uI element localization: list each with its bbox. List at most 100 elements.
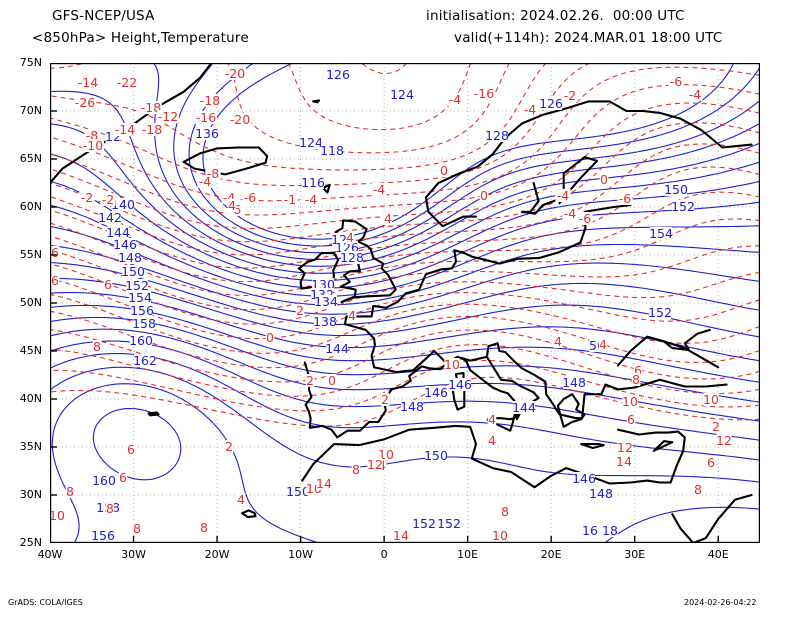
lat-tick-label: 55N xyxy=(19,248,42,261)
temperature-contour-label: 8 xyxy=(501,504,509,519)
temperature-contour-label: -4 xyxy=(373,182,386,197)
lat-tick-label: 75N xyxy=(19,56,42,69)
temperature-contour-label: 4 xyxy=(346,230,354,245)
initialisation-time-label: initialisation: 2024.02.26. 00:00 UTC xyxy=(426,8,685,24)
lat-tick-label: 50N xyxy=(19,296,42,309)
temperature-contour-label: -1 xyxy=(284,192,296,207)
height-contour-label: 146 xyxy=(448,377,472,392)
height-contour-label: 118 xyxy=(320,143,344,158)
temperature-contour-label: 8 xyxy=(694,482,702,497)
temperature-contour-label: -4 xyxy=(557,188,570,203)
lon-tick-label: 30E xyxy=(624,548,646,561)
temperature-contour-label: 12 xyxy=(617,440,633,455)
temperature-contour-label: 4 xyxy=(384,211,392,226)
height-contour-label: 16 xyxy=(582,523,598,538)
temperature-contour-label: 0 xyxy=(600,172,608,187)
height-contour-label: 18 xyxy=(602,523,618,538)
temperature-contour-label: -14 xyxy=(78,75,98,90)
temperature-contour-label: 12 xyxy=(367,457,383,472)
temperature-contour-label: -2 xyxy=(564,88,576,103)
height-contour-label: 150 xyxy=(664,182,688,197)
temperature-contour-label: -4 xyxy=(449,92,462,107)
temperature-contour-label: 6 xyxy=(127,442,135,457)
temperature-contour-label: 12 xyxy=(716,433,732,448)
temperature-contour-label: 10 xyxy=(492,528,508,543)
temperature-contour-label: -6 xyxy=(670,74,683,89)
temperature-contour-label: 2 xyxy=(381,392,389,407)
temperature-contour-label: -22 xyxy=(117,75,137,90)
temperature-contour-label: 8 xyxy=(133,521,141,536)
lat-tick-label: 35N xyxy=(19,440,42,453)
temperature-contour-label: 8 xyxy=(200,520,208,535)
temperature-contour-label: -2 xyxy=(81,190,93,205)
height-contour-label: 144 xyxy=(106,225,130,240)
height-contour-label: 138 xyxy=(313,314,337,329)
temperature-contour-label: -4 xyxy=(524,102,537,117)
temperature-contour-label: -10 xyxy=(83,138,103,153)
height-contour-label: 126 xyxy=(326,67,350,82)
height-contour-label: 144 xyxy=(512,400,536,415)
height-contour-label: 128 xyxy=(485,128,509,143)
height-contour-label: 146 xyxy=(424,385,448,400)
temperature-contour-label: 2 xyxy=(306,373,314,388)
plot-background xyxy=(50,63,760,543)
height-contour-label: 146 xyxy=(113,237,137,252)
render-timestamp-label: 2024-02-26-04:22 xyxy=(684,598,757,607)
height-contour-label: 148 xyxy=(400,399,424,414)
temperature-contour-label: -26 xyxy=(75,95,95,110)
height-contour-label: 154 xyxy=(128,290,152,305)
lon-tick-label: 0 xyxy=(380,548,388,561)
height-contour-label: 146 xyxy=(572,471,596,486)
height-contour-label: 134 xyxy=(314,294,338,309)
temperature-contour-label: -18 xyxy=(200,93,220,108)
temperature-contour-label: 10 xyxy=(50,508,65,523)
temperature-contour-label: -12 xyxy=(158,109,178,124)
temperature-contour-label: -18 xyxy=(141,100,161,115)
height-contour-label: 150 xyxy=(121,264,145,279)
temperature-contour-label: 6 xyxy=(119,470,127,485)
temperature-contour-label: 4 xyxy=(488,433,496,448)
temperature-contour-label: 10 xyxy=(622,394,638,409)
temperature-contour-label: 0 xyxy=(328,373,336,388)
lon-tick-label: 30W xyxy=(121,548,146,561)
height-contour-label: 144 xyxy=(325,341,349,356)
lat-tick-label: 25N xyxy=(19,536,42,549)
temperature-contour-label: 2 xyxy=(296,303,304,318)
temperature-contour-label: 14 xyxy=(393,528,409,543)
height-contour-label: 152 xyxy=(412,516,436,531)
temperature-contour-label: 4 xyxy=(599,337,607,352)
lat-tick-label: 40N xyxy=(19,392,42,405)
temperature-contour-label: 8 xyxy=(66,484,74,499)
height-contour-label: 126 xyxy=(539,96,563,111)
height-contour-label: 156 xyxy=(130,303,154,318)
temperature-contour-label: -18 xyxy=(142,122,162,137)
height-contour-label: 152 xyxy=(437,516,461,531)
temperature-contour-label: 4 xyxy=(488,412,496,427)
height-contour-label: 152 xyxy=(125,278,149,293)
temperature-contour-label: 8 xyxy=(632,372,640,387)
height-contour-label: 152 xyxy=(648,305,672,320)
temperature-contour-label: 6 xyxy=(104,277,112,292)
temperature-contour-label: 8 xyxy=(352,462,360,477)
lat-tick-label: 45N xyxy=(19,344,42,357)
coastlines xyxy=(50,63,753,543)
temperature-contour-label: 10 xyxy=(703,392,719,407)
temperature-contour-label: -16 xyxy=(196,110,216,125)
height-contour-label: 152 xyxy=(671,199,695,214)
lon-tick-label: 40W xyxy=(37,548,63,561)
lat-tick-label: 70N xyxy=(19,104,42,117)
temperature-contour-label: -20 xyxy=(230,112,250,127)
temperature-contour-label: -2 xyxy=(102,192,114,207)
temperature-contour-label: -20 xyxy=(225,66,245,81)
height-contour-label: 150 xyxy=(424,448,448,463)
height-contour-label: 148 xyxy=(562,375,586,390)
temperature-contour-label: 0 xyxy=(266,330,274,345)
height-contour-label: 136 xyxy=(195,126,219,141)
lat-tick-label: 30N xyxy=(19,488,42,501)
model-name-label: GFS-NCEP/USA xyxy=(52,8,155,24)
temperature-contour-label: -6 xyxy=(244,190,257,205)
level-fields-label: <850hPa> Height,Temperature xyxy=(32,30,249,46)
lon-tick-label: 10W xyxy=(288,548,314,561)
temperature-contour-label: 2 xyxy=(712,419,720,434)
